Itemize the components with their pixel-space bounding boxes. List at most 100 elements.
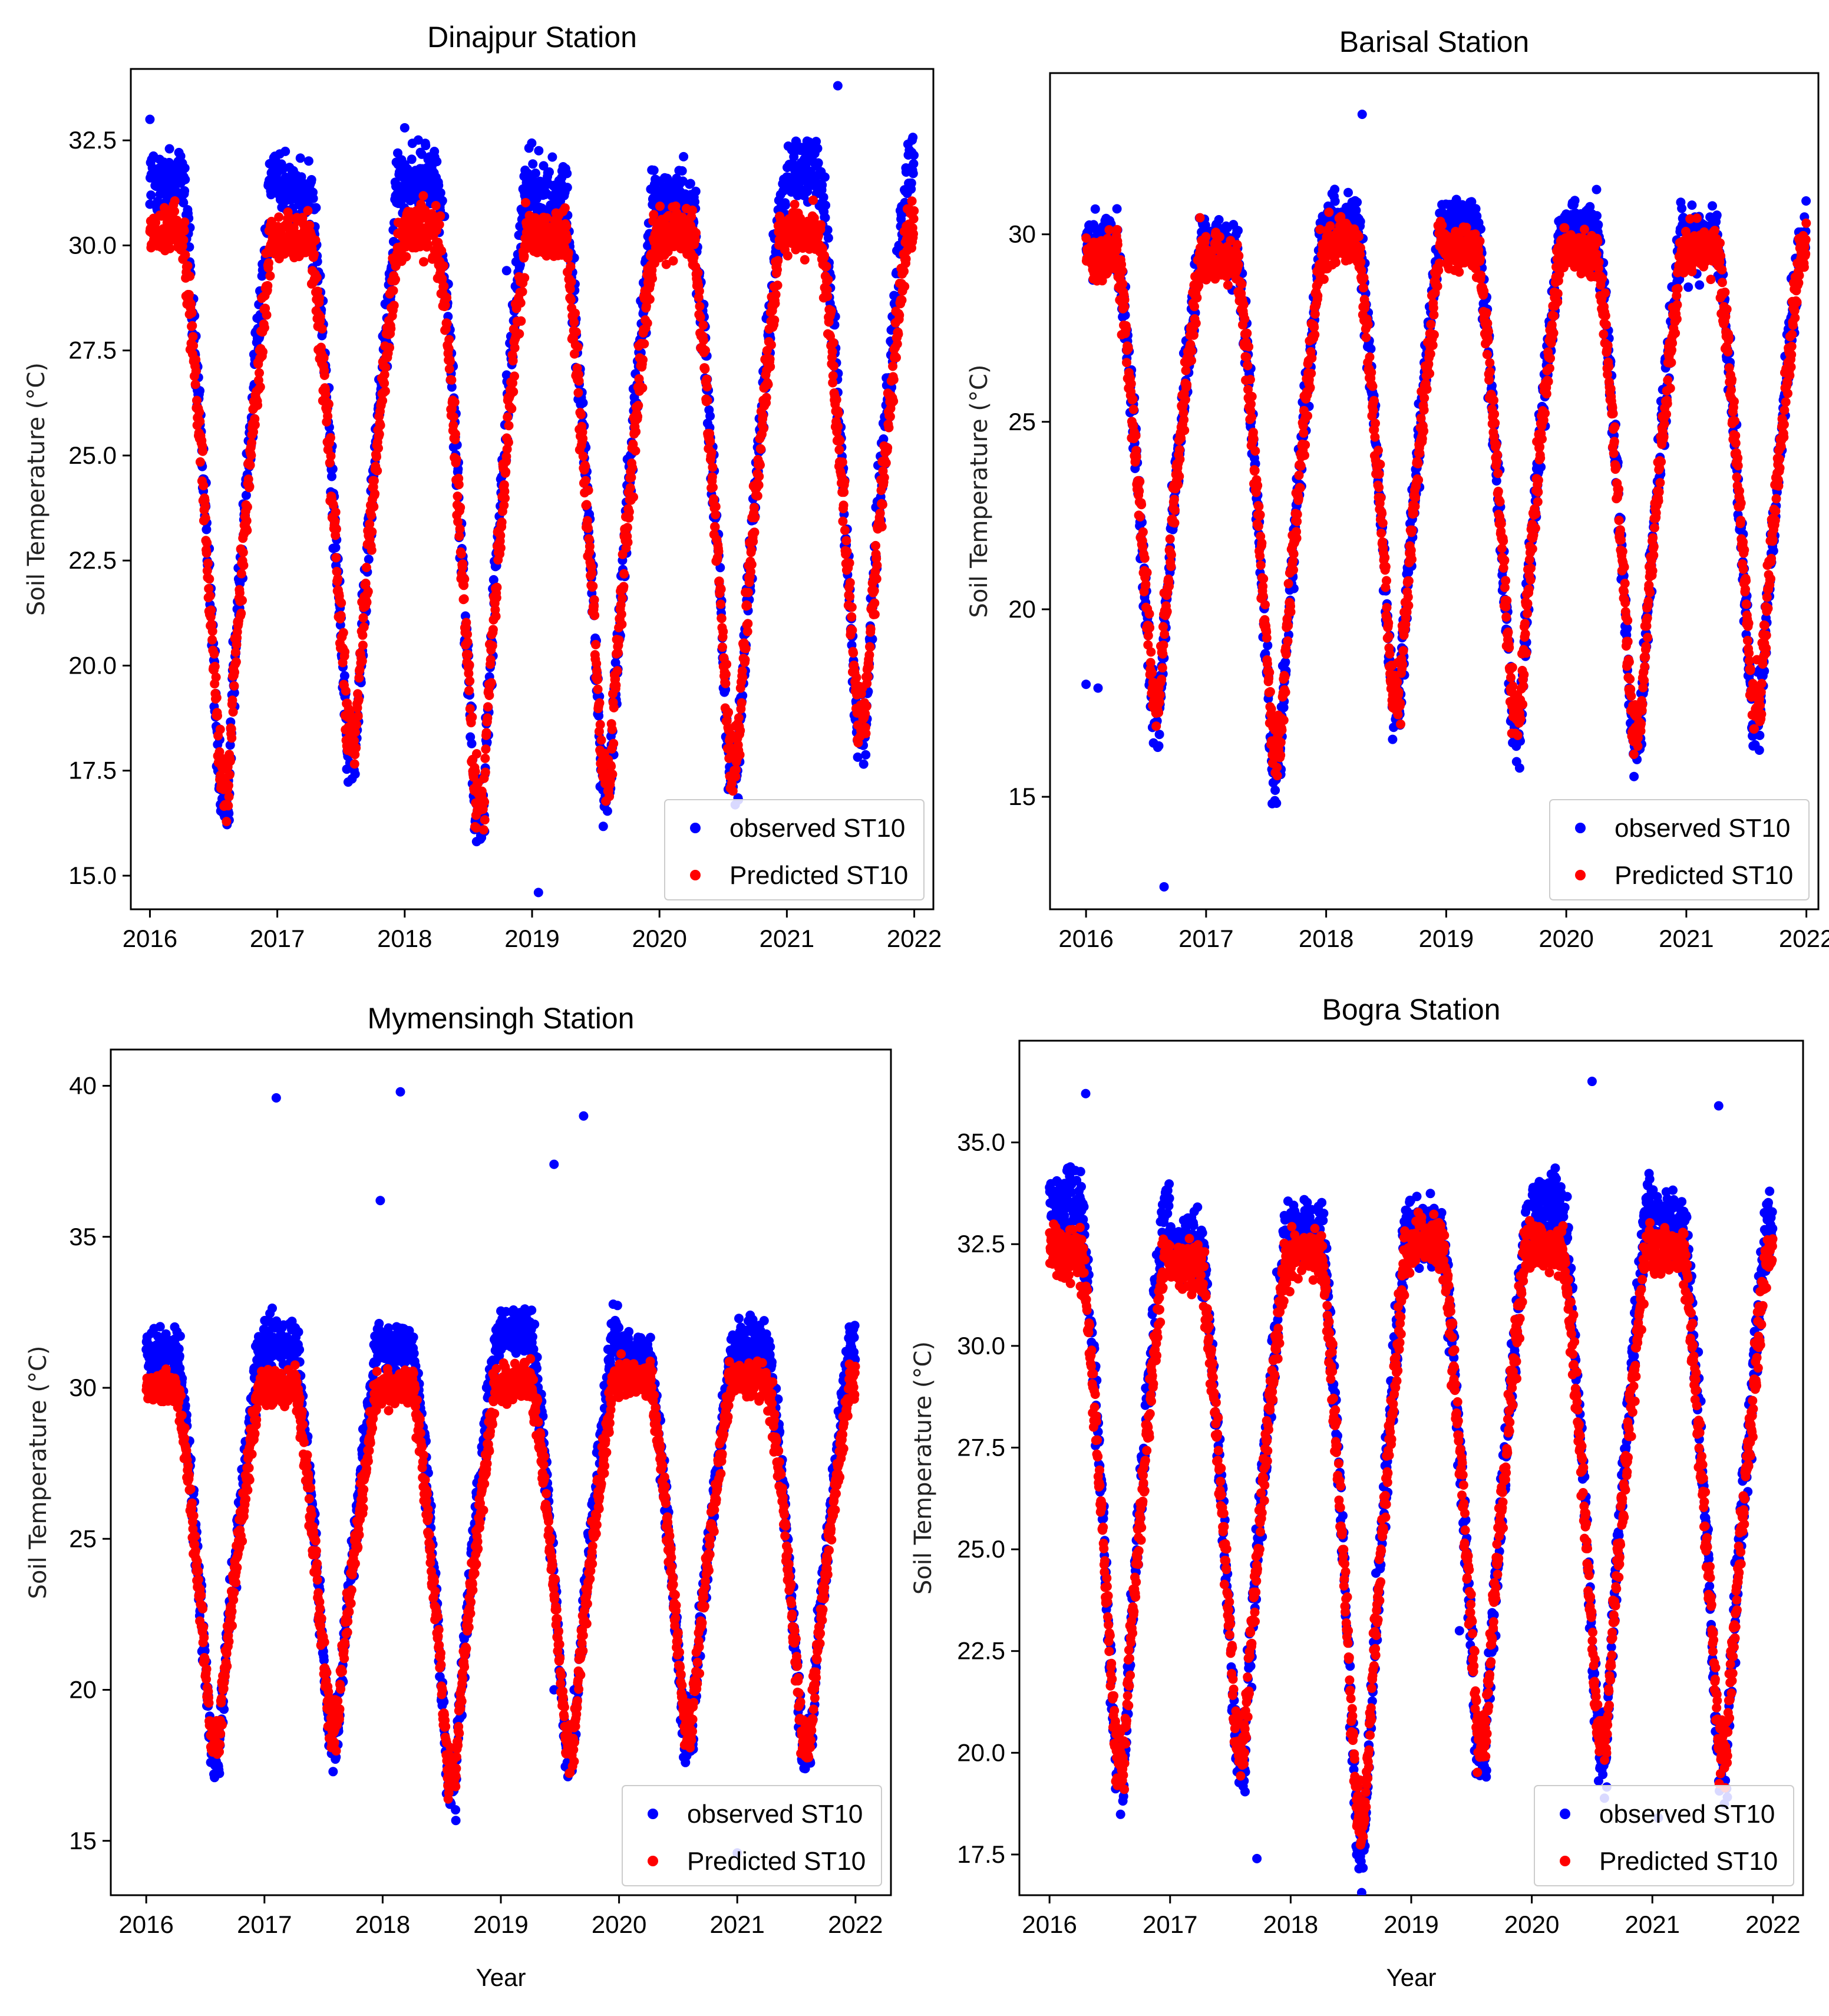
observed-point <box>789 152 799 161</box>
y-tick-label: 25 <box>1008 408 1036 435</box>
predicted-point <box>754 471 764 481</box>
observed-point <box>1154 730 1164 740</box>
predicted-point <box>747 559 757 569</box>
predicted-point <box>447 375 457 385</box>
predicted-point <box>565 284 575 294</box>
predicted-point <box>694 286 704 296</box>
predicted-point <box>488 625 498 635</box>
observed-point <box>823 225 833 235</box>
predicted-point <box>865 642 875 652</box>
predicted-point <box>771 289 781 299</box>
predicted-point <box>593 675 602 685</box>
observed-point <box>432 157 442 167</box>
predicted-point <box>829 361 838 371</box>
predicted-point <box>595 698 605 708</box>
predicted-point <box>833 421 843 431</box>
predicted-point <box>875 509 885 518</box>
predicted-point <box>840 525 850 535</box>
predicted-point <box>634 374 644 384</box>
predicted-point <box>851 672 861 682</box>
predicted-point <box>202 548 212 558</box>
predicted-point <box>731 771 741 781</box>
predicted-point <box>628 463 638 473</box>
predicted-point <box>386 324 396 334</box>
predicted-point <box>250 420 260 430</box>
predicted-point <box>639 339 649 349</box>
predicted-point <box>881 458 891 468</box>
predicted-point <box>187 321 197 331</box>
predicted-point <box>464 660 474 670</box>
predicted-point <box>341 686 351 696</box>
predicted-point <box>573 388 583 398</box>
observed-point <box>1233 226 1243 236</box>
observed-point <box>705 411 715 421</box>
observed-point <box>1112 204 1122 214</box>
predicted-point <box>838 516 848 526</box>
predicted-point <box>303 206 313 216</box>
predicted-point <box>770 299 780 309</box>
predicted-point <box>206 612 216 622</box>
predicted-point <box>361 578 371 588</box>
predicted-point <box>445 357 455 367</box>
predicted-point <box>826 306 836 316</box>
predicted-point <box>211 672 221 682</box>
predicted-point <box>151 217 161 227</box>
predicted-point <box>668 256 678 266</box>
predicted-point <box>722 659 732 669</box>
predicted-point <box>889 396 899 406</box>
observed-point <box>602 806 612 816</box>
predicted-point <box>580 476 590 486</box>
predicted-point <box>869 586 879 596</box>
x-tick-label: 2018 <box>1299 925 1353 952</box>
predicted-point <box>821 262 831 271</box>
predicted-point <box>566 277 576 287</box>
predicted-point <box>205 591 215 601</box>
predicted-point <box>648 273 657 283</box>
predicted-point <box>385 343 394 352</box>
predicted-point <box>688 205 698 215</box>
observed-point <box>544 167 554 177</box>
predicted-point <box>442 318 452 328</box>
predicted-point <box>629 492 638 502</box>
predicted-point <box>190 380 200 390</box>
predicted-point <box>750 527 760 537</box>
predicted-point <box>708 462 718 472</box>
predicted-point <box>587 568 597 578</box>
predicted-point <box>480 767 490 777</box>
predicted-point <box>847 612 857 622</box>
predicted-point <box>870 609 880 619</box>
predicted-point <box>571 327 581 337</box>
predicted-point <box>369 501 379 512</box>
predicted-point <box>419 257 428 267</box>
predicted-point <box>727 778 737 788</box>
observed-point <box>908 169 918 179</box>
observed-point <box>179 198 189 207</box>
chart-title: Barisal Station <box>1339 25 1529 58</box>
predicted-point <box>834 445 844 455</box>
predicted-point <box>444 344 454 354</box>
predicted-point <box>331 507 341 517</box>
predicted-point <box>695 312 705 322</box>
predicted-point <box>259 323 269 332</box>
predicted-point <box>191 355 201 365</box>
predicted-point <box>457 549 466 559</box>
predicted-point <box>618 593 627 603</box>
x-tick-label: 2017 <box>1178 925 1233 952</box>
predicted-point <box>835 435 845 446</box>
observed-point <box>813 143 823 153</box>
predicted-point <box>195 417 205 427</box>
predicted-point <box>823 275 833 285</box>
predicted-point <box>225 756 235 766</box>
observed-point <box>229 688 239 698</box>
predicted-point <box>207 626 217 636</box>
predicted-point <box>578 451 588 461</box>
observed-point <box>308 193 318 203</box>
predicted-point <box>909 214 919 224</box>
predicted-point <box>623 537 633 547</box>
predicted-point <box>738 673 748 682</box>
x-tick-label: 2019 <box>504 925 559 952</box>
observed-point <box>677 166 687 176</box>
predicted-point <box>235 588 245 598</box>
predicted-point <box>486 655 496 665</box>
observed-point <box>649 166 659 175</box>
